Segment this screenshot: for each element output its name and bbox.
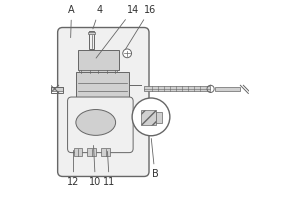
Bar (89, 31, 94, 49)
Bar (77, 50, 119, 70)
Bar (141, 110, 156, 125)
Text: 16: 16 (126, 5, 156, 49)
Bar (80, 70, 117, 74)
Bar (51, 87, 63, 93)
Circle shape (123, 49, 131, 58)
Bar (144, 86, 210, 91)
Text: 11: 11 (103, 151, 116, 187)
Bar (74, 148, 82, 156)
Text: 14: 14 (96, 5, 139, 58)
Bar (101, 148, 110, 156)
Text: 4: 4 (93, 5, 102, 29)
Text: 10: 10 (89, 145, 101, 187)
Bar (88, 32, 95, 34)
Text: B: B (151, 139, 158, 179)
Bar (214, 87, 240, 91)
FancyBboxPatch shape (58, 28, 149, 176)
Circle shape (132, 98, 170, 136)
Text: 12: 12 (67, 150, 80, 187)
Bar (51, 87, 63, 91)
Bar (76, 72, 129, 97)
Ellipse shape (76, 110, 116, 135)
FancyBboxPatch shape (68, 97, 133, 153)
Text: A: A (68, 5, 75, 38)
Bar (87, 148, 96, 156)
Bar (156, 112, 162, 123)
